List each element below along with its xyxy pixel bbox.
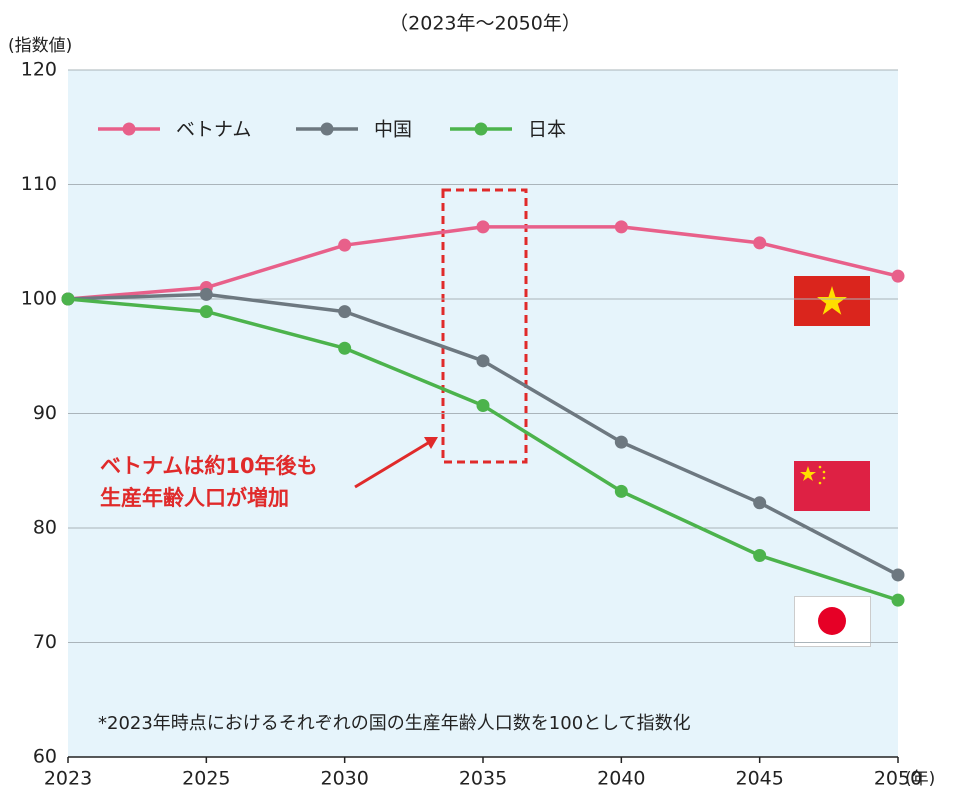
data-point <box>338 238 352 252</box>
data-point <box>891 568 905 582</box>
x-tick-label: 2035 <box>459 768 507 790</box>
data-point <box>614 220 628 234</box>
flag-japan <box>794 596 871 647</box>
chart-subtitle: （2023年～2050年） <box>389 13 581 35</box>
annotation: ベトナムは約10年後も <box>100 454 318 478</box>
y-tick-label: 60 <box>33 746 57 768</box>
x-tick-label: 2045 <box>735 768 783 790</box>
annotation-arrow <box>354 441 429 489</box>
footnote: *2023年時点におけるそれぞれの国の生産年齢人口数を100として指数化 <box>98 713 691 734</box>
data-point <box>753 236 767 250</box>
data-point <box>891 593 905 607</box>
annotation: 生産年齢人口が増加 <box>100 486 289 510</box>
data-point <box>476 220 490 234</box>
data-point <box>891 269 905 283</box>
x-tick-label: 2025 <box>182 768 230 790</box>
y-tick-label: 90 <box>33 402 57 424</box>
data-point <box>753 548 767 562</box>
data-point <box>199 305 213 319</box>
legend-label: 日本 <box>528 119 566 141</box>
legend-label: 中国 <box>374 119 412 141</box>
data-point <box>338 341 352 355</box>
y-axis-label: (指数値) <box>8 36 72 56</box>
annotation-arrowhead <box>424 437 438 449</box>
data-point <box>614 484 628 498</box>
x-tick-label: 2030 <box>320 768 368 790</box>
y-tick-label: 120 <box>21 59 57 81</box>
data-point <box>614 435 628 449</box>
legend-marker <box>474 122 488 136</box>
data-point <box>338 305 352 319</box>
x-tick-label: 2040 <box>597 768 645 790</box>
data-point <box>476 398 490 412</box>
legend-marker <box>122 122 136 136</box>
data-point <box>61 292 75 306</box>
y-tick-label: 80 <box>33 517 57 539</box>
data-point <box>753 496 767 510</box>
x-tick-label: 2023 <box>44 768 92 790</box>
x-tick-label: 2050 <box>874 768 922 790</box>
highlight-box <box>441 188 528 464</box>
data-point <box>199 287 213 301</box>
legend-marker <box>320 122 334 136</box>
x-axis-label: (年) <box>905 769 935 789</box>
legend-label: ベトナム <box>176 119 251 141</box>
data-point <box>476 354 490 368</box>
y-tick-label: 100 <box>21 288 57 310</box>
flag-china <box>794 461 870 511</box>
y-tick-label: 110 <box>21 173 57 195</box>
y-tick-label: 70 <box>33 631 57 653</box>
flag-vietnam <box>794 276 870 326</box>
